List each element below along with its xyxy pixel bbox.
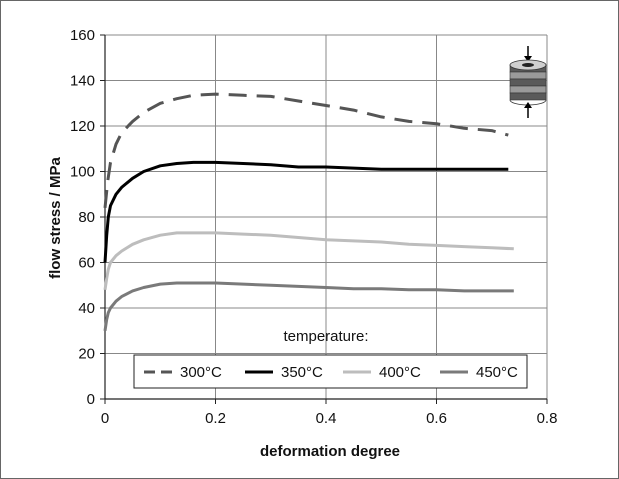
series-line-400c: [103, 231, 514, 291]
x-axis-title: deformation degree: [260, 443, 400, 460]
x-tick-labels: 0 0.2 0.4 0.6 0.8: [101, 410, 558, 427]
legend-label: 450°C: [476, 364, 518, 381]
legend-label: 350°C: [281, 364, 323, 381]
legend-label: 300°C: [180, 364, 222, 381]
y-tick-label: 80: [78, 209, 95, 226]
y-tick-label: 20: [78, 346, 95, 363]
specimen-disc: [509, 85, 547, 94]
series-line-450c: [103, 281, 514, 332]
series-line-350c: [103, 160, 509, 263]
specimen-disc: [509, 78, 547, 87]
legend: temperature: 300°C 350°C 400°C 450°C: [133, 328, 528, 389]
series-layer: [103, 92, 514, 332]
x-tick-label: 0: [101, 410, 109, 427]
specimen-disc: [509, 92, 547, 101]
compressed-disc-stack-icon: [509, 46, 547, 118]
y-axis-title: flow stress / MPa: [47, 156, 64, 278]
axes: [100, 34, 548, 404]
y-tick-label: 140: [70, 73, 95, 90]
y-tick-label: 100: [70, 164, 95, 181]
x-tick-label: 0.6: [426, 410, 447, 427]
specimen-disc: [509, 71, 547, 80]
y-tick-label: 40: [78, 300, 95, 317]
specimen-hole: [522, 63, 534, 67]
grid-lines: [105, 34, 548, 399]
legend-entries: 300°C 350°C 400°C 450°C: [144, 364, 518, 381]
y-tick-labels: 0 20 40 60 80 100 120 140 160: [70, 27, 95, 408]
y-tick-label: 0: [87, 391, 95, 408]
y-tick-label: 160: [70, 27, 95, 44]
y-tick-label: 60: [78, 255, 95, 272]
x-tick-label: 0.4: [316, 410, 337, 427]
x-tick-label: 0.8: [537, 410, 558, 427]
series-line-300c: [103, 92, 509, 209]
x-tick-label: 0.2: [205, 410, 226, 427]
y-tick-label: 120: [70, 118, 95, 135]
legend-title: temperature:: [283, 328, 368, 345]
legend-label: 400°C: [379, 364, 421, 381]
